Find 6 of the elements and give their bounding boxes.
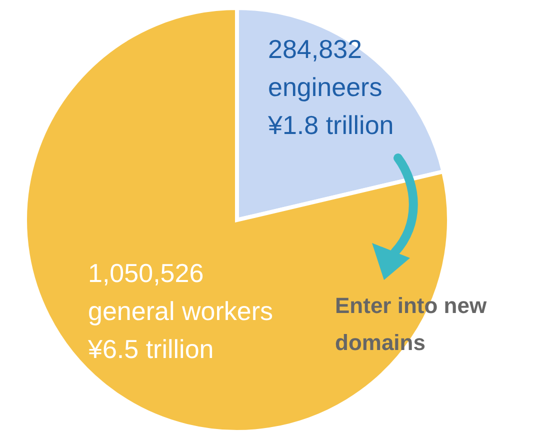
- data-label: 1,050,526: [88, 258, 204, 288]
- text: ¥6.5 trillion: [87, 334, 214, 364]
- slice-label: general workers: [88, 296, 273, 326]
- text: ¥1.8 trillion: [267, 110, 394, 140]
- data-label: 284,832: [268, 34, 362, 64]
- slice-label: engineers: [268, 72, 382, 102]
